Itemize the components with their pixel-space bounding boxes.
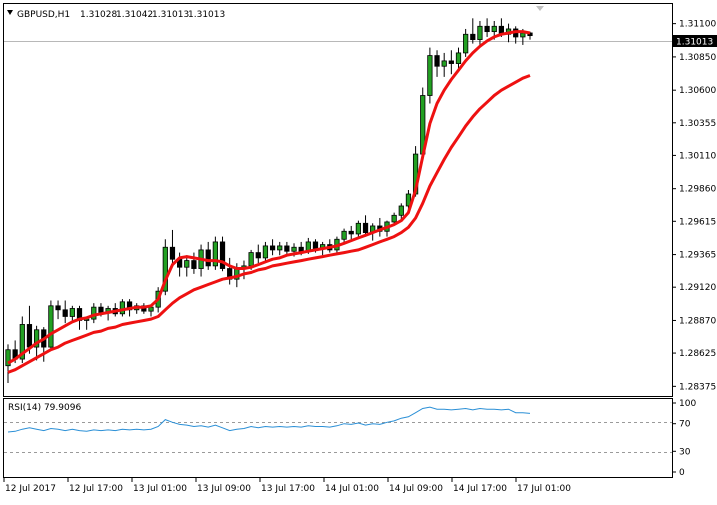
- ohlc-open: 1.31028: [80, 10, 117, 20]
- bear-candle: [284, 245, 290, 252]
- bear-candle: [191, 260, 197, 269]
- time-tick-label: 13 Jul 17:00: [261, 484, 315, 494]
- bear-candle: [448, 60, 454, 64]
- symbol-label: GBPUSD,H1: [17, 10, 70, 20]
- bull-candle: [455, 52, 462, 64]
- bear-candle: [62, 309, 68, 317]
- bull-candle: [355, 222, 362, 235]
- rsi-tick-label: 70: [679, 420, 691, 430]
- price-tick-label: 1.28870: [679, 316, 716, 326]
- bear-candle: [219, 241, 226, 269]
- bull-candle: [5, 349, 11, 367]
- bull-candle: [277, 245, 283, 251]
- bull-candle: [427, 55, 433, 96]
- bull-candle: [398, 205, 404, 216]
- time-tick-label: 13 Jul 09:00: [197, 484, 251, 494]
- bear-candle: [434, 55, 440, 67]
- ohlc-close: 1.31013: [188, 10, 225, 20]
- price-tick-label: 1.29860: [679, 185, 716, 195]
- bull-candle: [341, 230, 347, 240]
- slow-ma-line: [7, 74, 531, 374]
- bull-candle: [184, 260, 190, 268]
- bull-candle: [162, 246, 168, 292]
- bull-candle: [148, 306, 154, 312]
- price-tick-label: 1.29120: [679, 283, 716, 293]
- bull-candle: [212, 241, 218, 267]
- rsi-indicator: [7, 406, 531, 433]
- price-tick-label: 1.28625: [679, 349, 716, 359]
- price-tick-label: 1.29615: [679, 217, 716, 227]
- rsi-line: [7, 406, 531, 433]
- bear-candle: [470, 33, 476, 41]
- bear-candle: [348, 230, 354, 235]
- triangle-down-icon[interactable]: [7, 10, 13, 15]
- bear-candle: [298, 246, 304, 252]
- ohlc-low: 1.31013: [152, 10, 189, 20]
- time-tick-label: 14 Jul 17:00: [453, 484, 507, 494]
- price-axis: 1.31100 1.30850 1.30600 1.30355 1.30110 1.298…: [672, 20, 716, 392]
- time-tick-label: 14 Jul 09:00: [389, 484, 443, 494]
- bear-candle: [169, 246, 176, 260]
- bull-candle: [405, 193, 412, 207]
- time-tick-label: 12 Jul 17:00: [69, 484, 123, 494]
- price-tick-label: 1.30355: [679, 119, 716, 129]
- bear-candle: [205, 249, 211, 267]
- current-price-box: [673, 35, 717, 47]
- price-tick-label: 1.31100: [679, 20, 716, 30]
- bull-candle: [520, 32, 526, 38]
- bull-candle: [48, 305, 54, 348]
- bull-candle: [291, 246, 297, 252]
- moving-averages: [7, 30, 531, 374]
- bull-candle: [91, 306, 97, 320]
- time-tick-label: 14 Jul 01:00: [325, 484, 379, 494]
- rsi-tick-label: 0: [679, 468, 685, 478]
- bear-candle: [255, 252, 261, 259]
- bull-candle: [491, 25, 497, 33]
- price-pane[interactable]: [3, 3, 673, 397]
- price-tick-label: 1.29365: [679, 251, 716, 261]
- time-tick-label: 17 Jul 01:00: [517, 484, 571, 494]
- bull-candle: [441, 60, 447, 67]
- price-tick-label: 1.30110: [679, 151, 716, 161]
- bull-candle: [119, 301, 126, 315]
- price-tick-label: 1.30600: [679, 86, 716, 96]
- ohlc-high: 1.31042: [116, 10, 153, 20]
- bear-candle: [362, 222, 369, 234]
- bear-candle: [55, 305, 61, 311]
- bull-candle: [33, 329, 40, 348]
- bull-candle: [477, 25, 483, 41]
- bull-candle: [463, 33, 469, 54]
- fast-ma-line: [7, 30, 531, 365]
- price-tick-label: 1.30850: [679, 53, 716, 63]
- chart-shift-marker-icon[interactable]: [536, 6, 544, 11]
- rsi-label: RSI(14) 79.9096: [8, 403, 81, 413]
- time-tick-label: 12 Jul 2017: [5, 484, 56, 494]
- rsi-pane[interactable]: [3, 398, 673, 478]
- bear-candle: [26, 324, 33, 348]
- bull-candle: [19, 324, 25, 360]
- bull-candle: [69, 308, 75, 317]
- rsi-axis: 100 70 30 0: [672, 399, 696, 478]
- time-axis: 12 Jul 2017 12 Jul 17:00 13 Jul 01:00 13 Ju…: [3, 477, 571, 494]
- bear-candle: [269, 245, 276, 251]
- current-price-label: 1.31013: [676, 38, 713, 48]
- bear-candle: [484, 25, 490, 33]
- price-tick-label: 1.28375: [679, 382, 716, 392]
- bear-candle: [312, 241, 319, 249]
- bull-candle: [262, 245, 269, 259]
- bear-candle: [98, 306, 104, 313]
- bull-candle: [391, 214, 397, 223]
- bull-candle: [248, 252, 254, 267]
- rsi-tick-label: 30: [679, 447, 691, 457]
- time-tick-label: 13 Jul 01:00: [133, 484, 187, 494]
- rsi-tick-label: 100: [679, 399, 696, 409]
